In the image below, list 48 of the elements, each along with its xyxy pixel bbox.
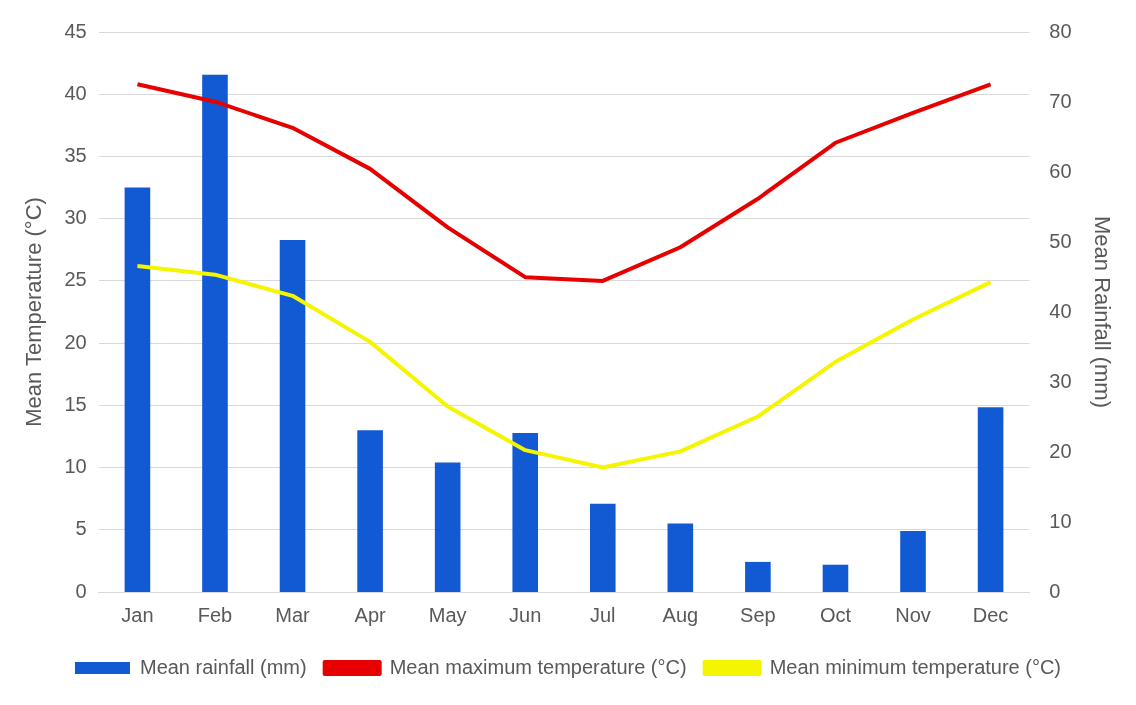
legend-label: Mean maximum temperature (°C) [389,655,687,678]
bar [977,407,1004,592]
y-tick-label: 40 [64,81,87,104]
y-tick-label: 25 [64,268,87,291]
y2-tick-label: 60 [1049,159,1072,182]
y-axis-title: Mean Temperature (°C) [21,197,47,427]
y2-tick-label: 80 [1049,19,1072,42]
bar [900,531,926,592]
y-tick-label: 20 [64,330,87,353]
x-tick-label: Jul [589,603,616,626]
y2-tick-label: 40 [1049,299,1072,322]
bar [434,462,461,592]
y-tick-label: 45 [64,19,87,42]
y2-axis-title: Mean Rainfall (mm) [1089,216,1115,408]
y-tick-label: 30 [64,206,87,229]
y2-tick-label: 20 [1049,439,1072,462]
x-tick-label: Jun [509,603,542,626]
bar [512,433,539,592]
x-tick-label: Feb [197,603,233,626]
y-tick-label: 15 [64,392,87,415]
bar [357,430,383,592]
x-tick-label: Sep [740,603,776,626]
bar [667,523,694,592]
legend-label: Mean rainfall (mm) [139,655,307,678]
x-tick-label: Dec [972,603,1009,626]
x-tick-label: Nov [895,603,931,626]
y-tick-label: 10 [64,455,87,478]
x-tick-label: Jan [121,603,154,626]
y-tick-label: 0 [75,579,87,602]
y-tick-label: 5 [75,517,87,540]
x-tick-label: May [428,603,467,626]
y2-tick-label: 30 [1049,369,1072,392]
bar [124,187,151,592]
legend-label: Mean minimum temperature (°C) [769,655,1062,678]
y2-tick-label: 70 [1049,89,1072,112]
x-tick-label: Mar [275,603,311,626]
y2-tick-label: 0 [1049,579,1061,602]
bar [745,561,771,592]
y2-tick-label: 10 [1049,509,1072,532]
bar [822,564,849,592]
bar [279,239,306,592]
y-tick-label: 35 [64,143,87,166]
bar [202,74,228,592]
x-tick-label: Oct [819,603,852,626]
y2-tick-label: 50 [1049,229,1072,252]
bar [589,503,616,592]
x-tick-label: Aug [662,603,699,626]
x-tick-label: Apr [354,603,386,626]
